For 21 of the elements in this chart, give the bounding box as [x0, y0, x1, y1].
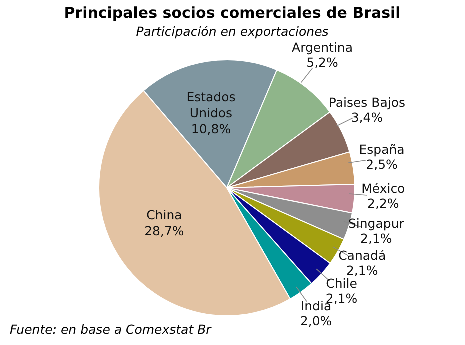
chart-subtitle: Participación en exportaciones	[135, 24, 330, 39]
data-label: 2,1%	[360, 230, 392, 246]
data-label: 2,2%	[368, 196, 400, 211]
data-label: 10,8%	[191, 121, 232, 136]
chart-title: Principales socios comerciales de Brasil	[63, 4, 402, 22]
slice-label: China	[146, 208, 182, 223]
slice-label: Estados Unidos	[186, 89, 236, 120]
slice-label: Canadá	[338, 248, 386, 263]
data-label: 3,4%	[351, 110, 384, 126]
slice-label: Paises Bajos	[328, 95, 406, 110]
slice-label: Argentina	[292, 40, 354, 55]
slice-label: Chile	[326, 276, 358, 292]
data-label: 2,0%	[300, 314, 332, 329]
data-label: 5,2%	[306, 54, 339, 70]
slice-label: Singapur	[348, 216, 406, 231]
slice-label: México	[362, 180, 406, 196]
data-label: 2,1%	[346, 262, 378, 278]
source-note: Fuente: en base a Comexstat Br	[10, 322, 212, 337]
data-label: 28,7%	[144, 224, 184, 239]
slice-label: España	[359, 142, 405, 157]
data-label: 2,5%	[366, 156, 398, 172]
